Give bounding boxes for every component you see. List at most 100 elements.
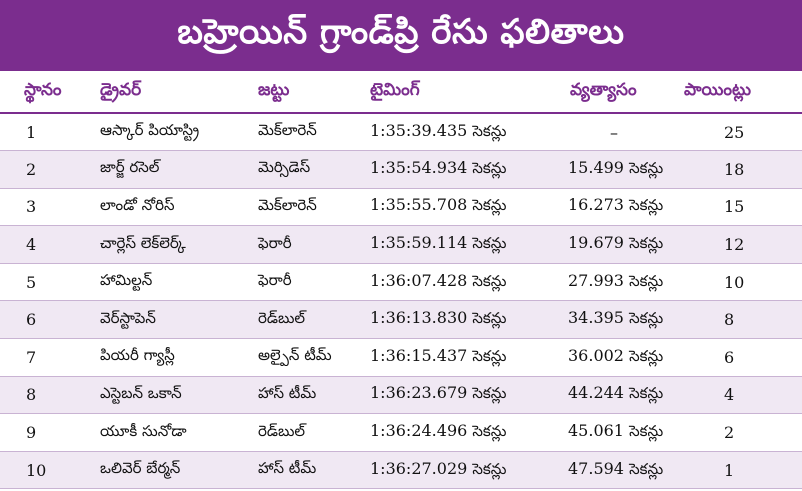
timing-unit: సెకన్లు (472, 422, 507, 441)
cell-team: రెడ్‌బుల్ (250, 413, 362, 452)
timing-value: 1:36:13.830 (370, 308, 468, 328)
timing-value: 1:36:27.029 (370, 458, 468, 478)
cell-driver: వెర్‌స్టాపెన్ (92, 300, 250, 340)
timing-unit: సెకన్లు (472, 309, 507, 328)
cell-team: ఫెరారీ (250, 225, 362, 264)
cell-gap: 15.499 సెకన్లు (558, 150, 680, 189)
cell-gap: 27.993 సెకన్లు (558, 263, 680, 302)
table-row: 3 లాండో నోరిస్ మెక్‌లారెన్ 1:35:55.708 సెకన… (0, 188, 802, 227)
cell-position: 6 (0, 300, 92, 340)
cell-position: 1 (0, 113, 92, 152)
cell-points: 10 (680, 263, 802, 302)
cell-timing: 1:36:07.428 సెకన్లు (362, 263, 558, 302)
cell-timing: 1:36:23.679 సెకన్లు (362, 376, 558, 415)
cell-points: 8 (680, 300, 802, 340)
header-gap: వ్యత్యాసం (558, 71, 680, 114)
gap-value: – (610, 122, 618, 142)
cell-driver: జార్జ్ రసెల్ (92, 150, 250, 189)
table-row: 6 వెర్‌స్టాపెన్ రెడ్‌బుల్ 1:36:13.830 సెకన్… (0, 300, 802, 340)
cell-points: 15 (680, 188, 802, 227)
cell-timing: 1:36:15.437 సెకన్లు (362, 338, 558, 377)
gap-value: 27.993 (568, 270, 624, 290)
table-row: 8 ఎస్టెబన్ ఒకాన్ హాస్ టీమ్ 1:36:23.679 సెకన… (0, 376, 802, 415)
cell-gap: 36.002 సెకన్లు (558, 338, 680, 377)
gap-unit: సెకన్లు (629, 158, 664, 177)
gap-unit: సెకన్లు (629, 309, 664, 328)
cell-gap: 44.244 సెకన్లు (558, 376, 680, 415)
timing-unit: సెకన్లు (472, 158, 507, 177)
gap-unit: సెకన్లు (629, 384, 664, 403)
cell-driver: లాండో నోరిస్ (92, 188, 250, 227)
cell-driver: ఆస్కార్ పియాస్ట్రి (92, 113, 250, 152)
gap-unit: సెకన్లు (629, 234, 664, 253)
timing-unit: సెకన్లు (472, 346, 507, 365)
cell-driver: హామిల్టన్ (92, 263, 250, 302)
cell-position: 8 (0, 376, 92, 415)
gap-value: 15.499 (568, 157, 624, 177)
timing-unit: సెకన్లు (472, 459, 507, 478)
gap-value: 47.594 (568, 458, 624, 478)
timing-value: 1:36:23.679 (370, 383, 468, 403)
header-position: స్థానం (0, 71, 92, 114)
cell-position: 2 (0, 150, 92, 189)
cell-points: 18 (680, 150, 802, 189)
table-row: 7 పియరీ గ్యాస్లీ అల్పైన్ టీమ్ 1:36:15.437 స… (0, 338, 802, 377)
results-table: స్థానం డ్రైవర్ జట్టు టైమింగ్ వ్యత్యాసం ప… (0, 71, 802, 490)
cell-gap: 16.273 సెకన్లు (558, 188, 680, 227)
cell-driver: ఒలివెర్ బేర్మన్ (92, 451, 250, 490)
cell-team: ఫెరారీ (250, 263, 362, 302)
cell-position: 9 (0, 413, 92, 452)
cell-gap: 34.395 సెకన్లు (558, 300, 680, 340)
cell-team: మెర్సిడెస్ (250, 150, 362, 189)
header-team: జట్టు (250, 71, 362, 114)
gap-unit: సెకన్లు (629, 271, 664, 290)
header-row: స్థానం డ్రైవర్ జట్టు టైమింగ్ వ్యత్యాసం ప… (0, 71, 802, 114)
cell-gap: 19.679 సెకన్లు (558, 225, 680, 264)
cell-timing: 1:35:59.114 సెకన్లు (362, 225, 558, 264)
header-timing: టైమింగ్ (362, 71, 558, 114)
header-driver: డ్రైవర్ (92, 71, 250, 114)
page-title: బహ్రెయిన్ గ్రాండ్‌ప్రి రేసు ఫలితాలు (0, 0, 802, 71)
timing-value: 1:36:24.496 (370, 421, 468, 441)
cell-position: 7 (0, 338, 92, 377)
timing-value: 1:36:15.437 (370, 345, 468, 365)
timing-value: 1:36:07.428 (370, 270, 468, 290)
cell-points: 25 (680, 113, 802, 152)
gap-value: 34.395 (568, 308, 624, 328)
cell-points: 2 (680, 413, 802, 452)
cell-timing: 1:35:39.435 సెకన్లు (362, 113, 558, 152)
cell-gap: 45.061 సెకన్లు (558, 413, 680, 452)
cell-points: 12 (680, 225, 802, 264)
cell-timing: 1:36:24.496 సెకన్లు (362, 413, 558, 452)
header-points: పాయింట్లు (680, 71, 802, 114)
gap-value: 16.273 (568, 195, 624, 215)
table-row: 1 ఆస్కార్ పియాస్ట్రి మెక్‌లారెన్ 1:35:39.43… (0, 113, 802, 152)
timing-unit: సెకన్లు (472, 384, 507, 403)
cell-team: రెడ్‌బుల్ (250, 300, 362, 340)
cell-position: 10 (0, 451, 92, 490)
cell-driver: ఎస్టెబన్ ఒకాన్ (92, 376, 250, 415)
timing-unit: సెకన్లు (472, 196, 507, 215)
cell-position: 3 (0, 188, 92, 227)
cell-timing: 1:35:54.934 సెకన్లు (362, 150, 558, 189)
cell-team: హాస్ టీమ్ (250, 451, 362, 490)
timing-unit: సెకన్లు (472, 271, 507, 290)
gap-value: 45.061 (568, 421, 624, 441)
gap-value: 44.244 (568, 383, 624, 403)
table-row: 2 జార్జ్ రసెల్ మెర్సిడెస్ 1:35:54.934 సెకన్… (0, 150, 802, 189)
gap-unit: సెకన్లు (629, 422, 664, 441)
cell-position: 4 (0, 225, 92, 264)
gap-unit: సెకన్లు (629, 346, 664, 365)
cell-driver: యూకీ సునోడా (92, 413, 250, 452)
cell-points: 6 (680, 338, 802, 377)
timing-value: 1:35:55.708 (370, 195, 468, 215)
cell-timing: 1:36:13.830 సెకన్లు (362, 300, 558, 340)
cell-timing: 1:35:55.708 సెకన్లు (362, 188, 558, 227)
cell-points: 1 (680, 451, 802, 490)
gap-unit: సెకన్లు (629, 459, 664, 478)
table-row: 10 ఒలివెర్ బేర్మన్ హాస్ టీమ్ 1:36:27.029 సె… (0, 451, 802, 490)
cell-team: మెక్‌లారెన్ (250, 188, 362, 227)
table-row: 4 చార్లెస్ లెక్‌లెర్క్ ఫెరారీ 1:35:59.114 స… (0, 225, 802, 264)
gap-value: 19.679 (568, 233, 624, 253)
cell-team: హాస్ టీమ్ (250, 376, 362, 415)
